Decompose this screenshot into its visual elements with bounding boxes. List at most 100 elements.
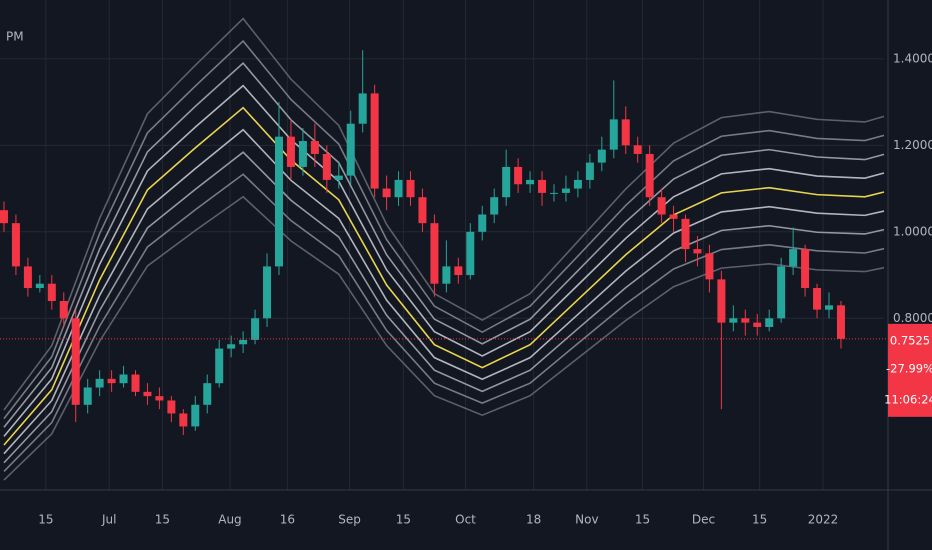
candle-body: [824, 305, 833, 310]
candle-body: [95, 378, 104, 388]
candle-body: [502, 166, 511, 198]
candle-body: [310, 140, 319, 154]
candle-body: [83, 387, 92, 405]
y-tick-label: 1.0000: [893, 224, 932, 238]
candle-body: [729, 318, 738, 323]
candle-body: [191, 404, 200, 427]
candle-body: [538, 179, 547, 193]
envelope-line: [3, 151, 885, 464]
y-tick-label: 1.4000: [893, 51, 932, 65]
x-tick-label: Dec: [692, 513, 715, 527]
candle-body: [693, 249, 702, 254]
candle-body: [681, 218, 690, 250]
candle-body: [23, 266, 32, 289]
candle-body: [370, 93, 379, 189]
candle-body: [669, 214, 678, 219]
candle-body: [478, 214, 487, 232]
candle-body: [382, 188, 391, 198]
envelope-line: [3, 17, 885, 411]
candle-body: [813, 288, 822, 310]
x-tick-label: 16: [280, 513, 295, 527]
candle-body: [801, 249, 810, 289]
x-tick-label: 15: [396, 513, 411, 527]
candle-body: [358, 93, 367, 124]
candle-body: [119, 374, 128, 384]
candle-body: [346, 123, 355, 176]
price-tag-box: [888, 323, 932, 417]
envelope-line: [3, 195, 885, 481]
candle-body: [621, 119, 630, 146]
candle-body: [334, 175, 343, 180]
candle-body: [657, 197, 666, 215]
candle-body: [59, 301, 68, 319]
candle-body: [765, 318, 774, 327]
candle-body: [753, 322, 762, 327]
candle-body: [143, 391, 152, 397]
candle-body: [286, 136, 295, 167]
x-tick-label: 15: [635, 513, 650, 527]
envelope-line: [3, 106, 885, 446]
candle-body: [561, 188, 570, 193]
candle-body: [597, 149, 606, 163]
candle-body: [418, 197, 427, 224]
x-tick-label: Jul: [101, 513, 116, 527]
candle-body: [717, 279, 726, 323]
candle-body: [777, 266, 786, 319]
x-tick-label: 15: [752, 513, 767, 527]
x-tick-label: Aug: [218, 513, 241, 527]
candle-body: [526, 179, 535, 185]
candle-body: [298, 140, 307, 167]
candle-body: [251, 318, 260, 340]
price-tag-price: 0.7525: [890, 333, 930, 347]
candle-body: [454, 266, 463, 276]
candle-body: [549, 192, 558, 194]
candle-body: [394, 179, 403, 198]
x-tick-label: Sep: [338, 513, 361, 527]
candle-body: [490, 197, 499, 215]
candle-body: [322, 153, 331, 180]
candle-body: [705, 253, 714, 280]
candle-body: [71, 318, 80, 405]
x-tick-label: 2022: [808, 513, 839, 527]
candle-body: [836, 305, 845, 339]
x-tick-label: 18: [526, 513, 541, 527]
candle-body: [645, 153, 654, 198]
candle-body: [585, 162, 594, 180]
x-tick-label: 15: [155, 513, 170, 527]
candle-body: [789, 249, 798, 267]
candle-body: [203, 383, 212, 405]
candle-body: [573, 179, 582, 189]
price-tag: 0.7525 -27.99% 11:06:24: [884, 323, 932, 417]
candle-body: [741, 318, 750, 323]
candle-body: [239, 339, 248, 345]
candle-body: [609, 119, 618, 150]
candle-body: [406, 179, 415, 198]
candle-body: [274, 136, 283, 267]
candle-body: [0, 210, 8, 224]
header-text: PM: [6, 30, 24, 44]
candle-body: [215, 348, 224, 384]
y-tick-label: 1.2000: [893, 138, 932, 152]
candle-body: [179, 413, 188, 427]
envelope-line: [3, 61, 885, 428]
candle-body: [11, 223, 20, 267]
candle-body: [263, 266, 272, 319]
candle-body: [47, 283, 56, 302]
x-tick-label: Nov: [575, 513, 598, 527]
candle-body: [107, 378, 116, 384]
candle-body: [514, 166, 523, 185]
y-tick-label: 0.8000: [893, 311, 932, 325]
candle-body: [35, 283, 44, 289]
candle-body: [131, 374, 140, 392]
envelope-line: [3, 84, 885, 437]
candle-body: [466, 231, 475, 276]
candle-body: [227, 344, 236, 349]
candle-body: [167, 400, 176, 414]
envelope-line: [3, 39, 885, 420]
price-tag-change: -27.99%: [886, 361, 932, 375]
price-tag-countdown: 11:06:24: [884, 392, 932, 406]
envelope-line: [3, 128, 885, 455]
x-tick-label: Oct: [455, 513, 476, 527]
candle-body: [155, 396, 164, 401]
